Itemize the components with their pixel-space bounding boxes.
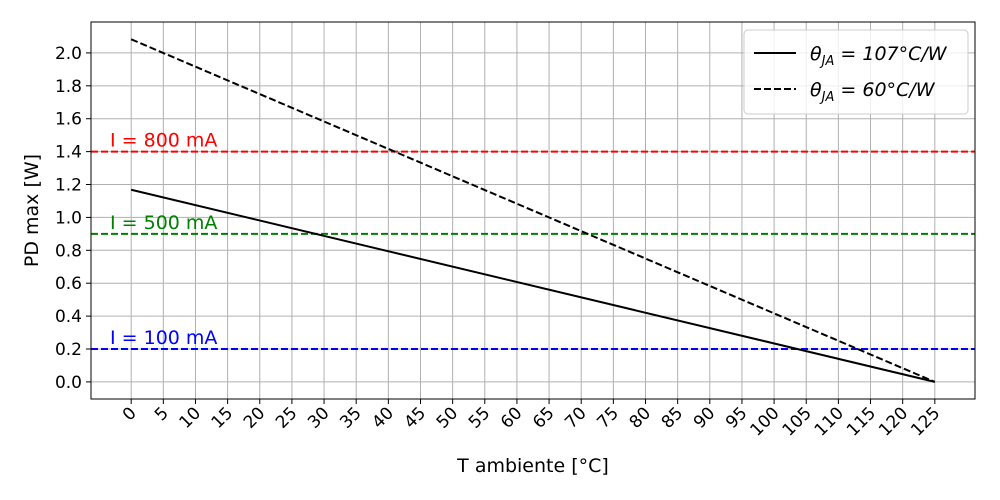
y-tick-label: 0.0 xyxy=(55,373,82,393)
y-tick-label: 1.8 xyxy=(55,77,82,97)
y-tick-label: 0.4 xyxy=(55,307,82,327)
legend-label: θJA = 60°C/W xyxy=(810,79,936,105)
legend: θJA = 107°C/W θJA = 60°C/W xyxy=(743,29,969,115)
y-tick-label: 1.4 xyxy=(55,143,82,163)
y-tick-label: 0.6 xyxy=(55,274,82,294)
series-line xyxy=(130,188,936,383)
plot-frame xyxy=(90,21,976,400)
reference-lines xyxy=(91,150,975,350)
reference-labels: I = 800 mA I = 500 mA I = 100 mA xyxy=(110,130,217,349)
x-axis-label: T ambiente [°C] xyxy=(456,455,609,477)
y-tick-label: 1.0 xyxy=(55,208,82,228)
reference-line-label: I = 800 mA xyxy=(110,130,217,152)
reference-line-label: I = 500 mA xyxy=(110,212,217,234)
legend-label: θJA = 107°C/W xyxy=(810,43,948,69)
y-tick-label: 0.2 xyxy=(55,340,82,360)
legend-box xyxy=(743,29,969,115)
series-line xyxy=(130,38,936,383)
series-group xyxy=(130,38,936,383)
y-tick-label: 2.0 xyxy=(55,44,82,64)
y-tick-label: 0.8 xyxy=(55,241,82,261)
y-axis-label: PD max [W] xyxy=(21,154,43,267)
reference-line-label: I = 100 mA xyxy=(110,327,217,349)
y-tick-label: 1.2 xyxy=(55,176,82,196)
y-tick-label: 1.6 xyxy=(55,110,82,130)
